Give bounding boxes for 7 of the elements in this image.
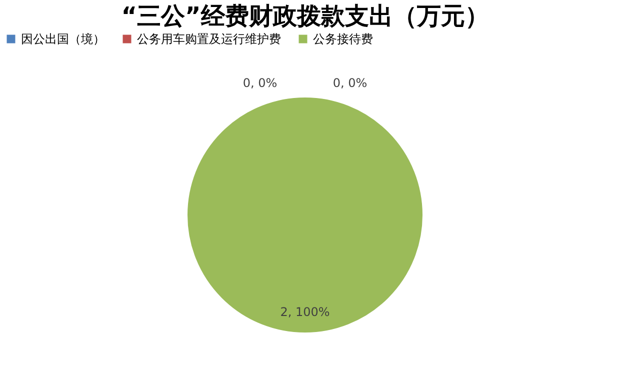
- text: 0, 0%: [242, 76, 278, 90]
- legend-label: 公务接待费: [313, 32, 373, 46]
- legend-label: 因公出国（境）: [21, 32, 105, 46]
- text: 0, 0%: [332, 76, 368, 90]
- legend-label: 公务用车购置及运行维护费: [137, 32, 281, 46]
- chart-title: “三公”经费财政拨款支出（万元）: [121, 2, 489, 30]
- data-label: 2, 100%: [280, 304, 330, 319]
